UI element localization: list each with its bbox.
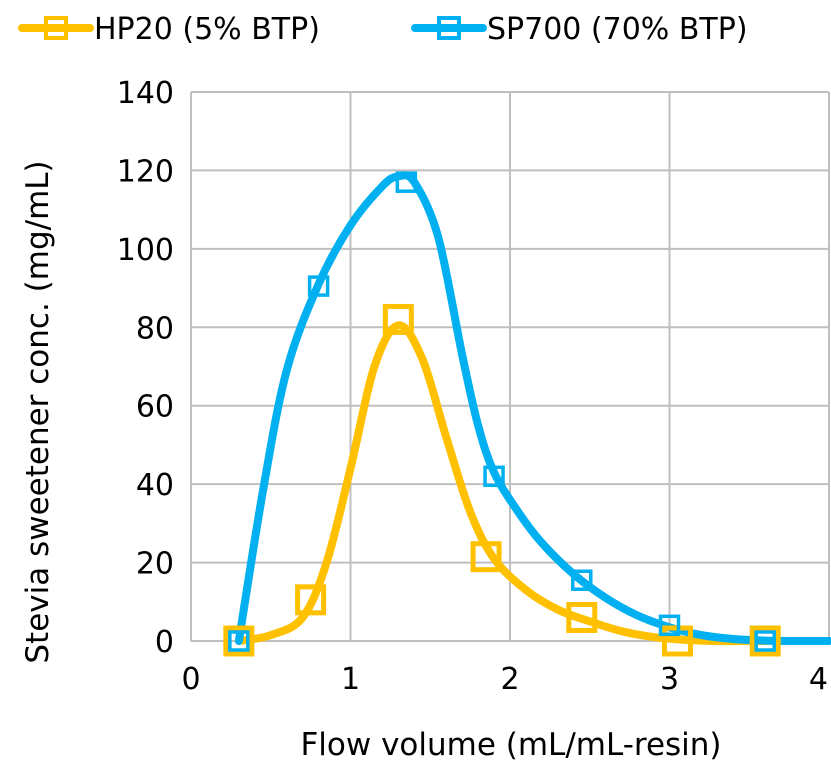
x-tick-label-1: 1 xyxy=(341,662,360,697)
y-tick-label-3: 60 xyxy=(136,390,174,425)
y-tick-label-1: 20 xyxy=(136,547,174,582)
series-1-marker-2 xyxy=(395,171,418,193)
y-tick-label-0: 0 xyxy=(155,625,174,660)
series-0-marker-1 xyxy=(295,584,327,616)
series-0-marker-0 xyxy=(223,625,255,657)
x-axis-title: Flow volume (mL/mL-resin) xyxy=(300,727,721,763)
x-tick-label-2: 2 xyxy=(500,662,519,697)
legend-label-1: SP700 (70% BTP) xyxy=(487,12,748,47)
y-tick-label-5: 100 xyxy=(117,233,174,268)
series-line-0 xyxy=(234,321,770,646)
series-1-marker-0 xyxy=(228,630,250,652)
tick-labels: 0 20 40 60 80 100 120 140 0 1 2 3 4 xyxy=(117,76,828,697)
legend: HP20 (5% BTP) SP700 (70% BTP) xyxy=(18,12,748,47)
y-tick-label-4: 80 xyxy=(136,311,174,346)
y-tick-label-2: 40 xyxy=(136,468,174,503)
series-line-1 xyxy=(234,171,831,646)
series-1-marker-5 xyxy=(658,614,681,637)
series-0-marker-4 xyxy=(566,601,598,633)
legend-label-0: HP20 (5% BTP) xyxy=(94,12,320,47)
legend-item-0: HP20 (5% BTP) xyxy=(18,12,320,47)
series-1-marker-4 xyxy=(571,569,593,591)
y-tick-label-7: 140 xyxy=(117,76,174,111)
series-0-marker-2 xyxy=(382,303,414,335)
legend-swatch-marker-0 xyxy=(44,16,68,40)
series-0-marker-6 xyxy=(749,625,781,657)
x-tick-label-0: 0 xyxy=(181,662,200,697)
series-1-marker-1 xyxy=(307,275,330,297)
series-1-marker-3 xyxy=(483,465,505,488)
series-1-marker-6 xyxy=(754,630,776,652)
y-tick-label-6: 120 xyxy=(117,154,174,189)
series-0-marker-3 xyxy=(470,541,502,573)
legend-item-1: SP700 (70% BTP) xyxy=(411,12,748,47)
x-tick-label-3: 3 xyxy=(660,662,679,697)
y-axis-title: Stevia sweetener conc. (mg/mL) xyxy=(20,160,56,663)
x-tick-label-4: 4 xyxy=(809,662,828,697)
grid xyxy=(190,91,830,642)
legend-swatch-marker-1 xyxy=(437,16,461,40)
series-layer xyxy=(223,171,831,657)
